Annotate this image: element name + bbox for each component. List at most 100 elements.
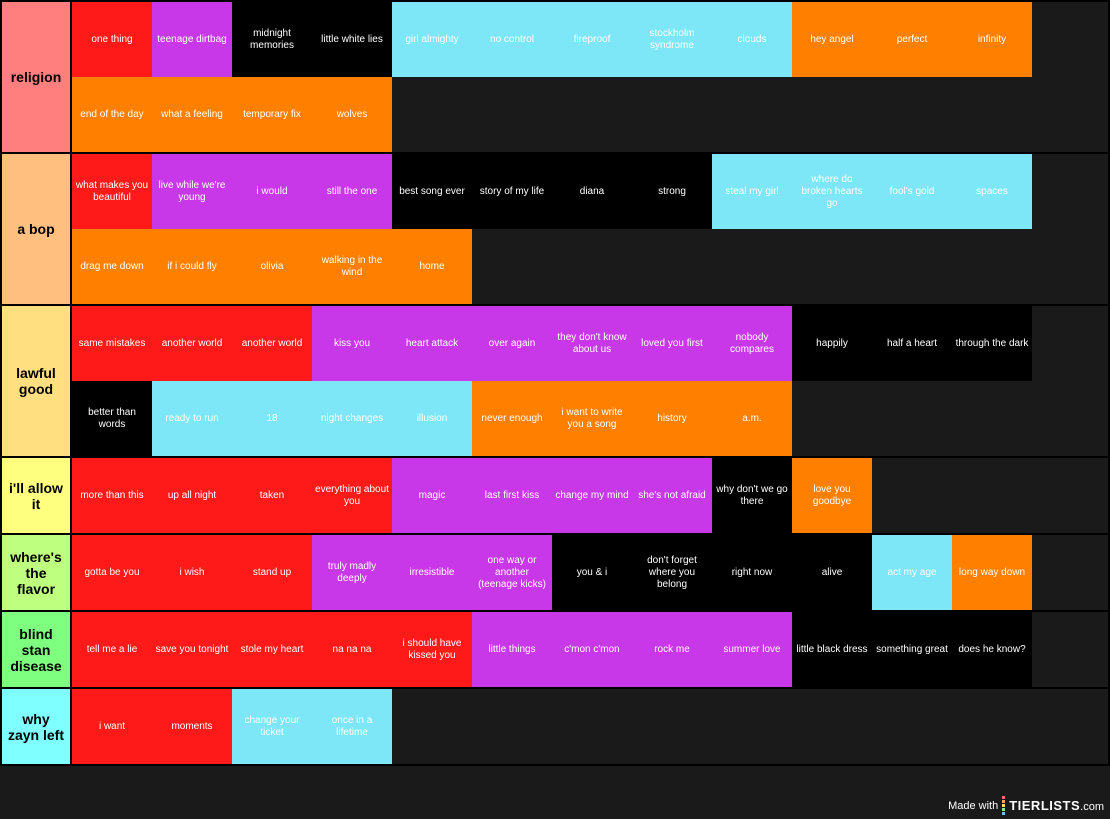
tier-item[interactable]: girl almighty [392, 2, 472, 77]
tier-item[interactable]: same mistakes [72, 306, 152, 381]
tier-item[interactable]: nobody compares [712, 306, 792, 381]
tier-item[interactable]: if i could fly [152, 229, 232, 304]
tier-item[interactable]: na na na [312, 612, 392, 687]
tier-item[interactable]: irresistible [392, 535, 472, 610]
tier-item[interactable]: no control [472, 2, 552, 77]
tier-item[interactable]: through the dark [952, 306, 1032, 381]
tier-item[interactable]: another world [232, 306, 312, 381]
tier-item[interactable]: more than this [72, 458, 152, 533]
tier-item[interactable]: strong [632, 154, 712, 229]
tier-item[interactable]: moments [152, 689, 232, 764]
tier-item[interactable]: walking in the wind [312, 229, 392, 304]
tier-item[interactable]: illusion [392, 381, 472, 456]
tier-item[interactable]: never enough [472, 381, 552, 456]
tier-item[interactable]: i should have kissed you [392, 612, 472, 687]
tier-item[interactable]: steal my girl [712, 154, 792, 229]
tier-item[interactable]: wolves [312, 77, 392, 152]
tier-item[interactable]: what makes you beautiful [72, 154, 152, 229]
tier-item[interactable]: love you goodbye [792, 458, 872, 533]
tier-items[interactable]: i wantmomentschange your ticketonce in a… [72, 689, 1108, 764]
tier-item[interactable]: fool's gold [872, 154, 952, 229]
tier-item[interactable]: midnight memories [232, 2, 312, 77]
tier-items[interactable]: gotta be youi wishstand uptruly madly de… [72, 535, 1108, 610]
tier-item[interactable]: drag me down [72, 229, 152, 304]
tier-item[interactable]: hey angel [792, 2, 872, 77]
tier-item[interactable]: night changes [312, 381, 392, 456]
tier-item[interactable]: i would [232, 154, 312, 229]
tier-item[interactable]: you & i [552, 535, 632, 610]
tier-item[interactable]: summer love [712, 612, 792, 687]
tier-item[interactable]: right now [712, 535, 792, 610]
tier-item[interactable]: i wish [152, 535, 232, 610]
tier-item[interactable]: something great [872, 612, 952, 687]
tier-item[interactable]: temporary fix [232, 77, 312, 152]
tier-item[interactable]: ready to run [152, 381, 232, 456]
tier-item[interactable]: one way or another (teenage kicks) [472, 535, 552, 610]
tier-item[interactable]: little things [472, 612, 552, 687]
tier-item[interactable]: long way down [952, 535, 1032, 610]
tier-item[interactable]: clouds [712, 2, 792, 77]
tier-item[interactable]: up all night [152, 458, 232, 533]
tier-item[interactable]: alive [792, 535, 872, 610]
tier-item[interactable]: spaces [952, 154, 1032, 229]
tier-item[interactable]: save you tonight [152, 612, 232, 687]
tier-item[interactable]: 18 [232, 381, 312, 456]
tier-items[interactable]: what makes you beautifullive while we're… [72, 154, 1108, 304]
tier-item[interactable]: she's not afraid [632, 458, 712, 533]
tier-item[interactable]: rock me [632, 612, 712, 687]
tier-item[interactable]: taken [232, 458, 312, 533]
tier-item[interactable]: fireproof [552, 2, 632, 77]
tier-item[interactable]: heart attack [392, 306, 472, 381]
tier-item[interactable]: home [392, 229, 472, 304]
tier-item[interactable]: perfect [872, 2, 952, 77]
tier-item[interactable]: change my mind [552, 458, 632, 533]
tier-item[interactable]: olivia [232, 229, 312, 304]
tier-item[interactable]: last first kiss [472, 458, 552, 533]
tier-item[interactable]: a.m. [712, 381, 792, 456]
tier-item[interactable]: little white lies [312, 2, 392, 77]
tier-row: a bopwhat makes you beautifullive while … [0, 154, 1110, 306]
tier-item[interactable]: i want [72, 689, 152, 764]
tier-item[interactable]: i want to write you a song [552, 381, 632, 456]
tier-items[interactable]: more than thisup all nighttakeneverythin… [72, 458, 1108, 533]
tier-items[interactable]: same mistakesanother worldanother worldk… [72, 306, 1108, 456]
tier-item[interactable]: end of the day [72, 77, 152, 152]
tier-item[interactable]: don't forget where you belong [632, 535, 712, 610]
tier-items[interactable]: tell me a liesave you tonightstole my he… [72, 612, 1108, 687]
tier-item[interactable]: over again [472, 306, 552, 381]
tier-item[interactable]: where do broken hearts go [792, 154, 872, 229]
tier-item[interactable]: act my age [872, 535, 952, 610]
tier-item[interactable]: does he know? [952, 612, 1032, 687]
tier-item[interactable]: history [632, 381, 712, 456]
tier-item[interactable]: change your ticket [232, 689, 312, 764]
tier-item[interactable]: teenage dirtbag [152, 2, 232, 77]
tier-item[interactable]: another world [152, 306, 232, 381]
tier-item[interactable]: half a heart [872, 306, 952, 381]
tier-item[interactable]: they don't know about us [552, 306, 632, 381]
tier-item[interactable]: what a feeling [152, 77, 232, 152]
tier-item[interactable]: happily [792, 306, 872, 381]
tier-item[interactable]: c'mon c'mon [552, 612, 632, 687]
tier-item[interactable]: truly madly deeply [312, 535, 392, 610]
tier-item[interactable]: diana [552, 154, 632, 229]
tier-item[interactable]: magic [392, 458, 472, 533]
tier-item[interactable]: kiss you [312, 306, 392, 381]
tier-item[interactable]: story of my life [472, 154, 552, 229]
tier-item[interactable]: tell me a lie [72, 612, 152, 687]
tier-item[interactable]: still the one [312, 154, 392, 229]
tier-item[interactable]: infinity [952, 2, 1032, 77]
tier-item[interactable]: stole my heart [232, 612, 312, 687]
tier-item[interactable]: why don't we go there [712, 458, 792, 533]
tier-item[interactable]: stand up [232, 535, 312, 610]
tier-item[interactable]: everything about you [312, 458, 392, 533]
tier-item[interactable]: live while we're young [152, 154, 232, 229]
tier-item[interactable]: best song ever [392, 154, 472, 229]
tier-items[interactable]: one thingteenage dirtbagmidnight memorie… [72, 2, 1108, 152]
tier-item[interactable]: stockholm syndrome [632, 2, 712, 77]
tier-item[interactable]: better than words [72, 381, 152, 456]
tier-item[interactable]: one thing [72, 2, 152, 77]
tier-item[interactable]: gotta be you [72, 535, 152, 610]
tier-item[interactable]: once in a lifetime [312, 689, 392, 764]
tier-item[interactable]: little black dress [792, 612, 872, 687]
tier-item[interactable]: loved you first [632, 306, 712, 381]
